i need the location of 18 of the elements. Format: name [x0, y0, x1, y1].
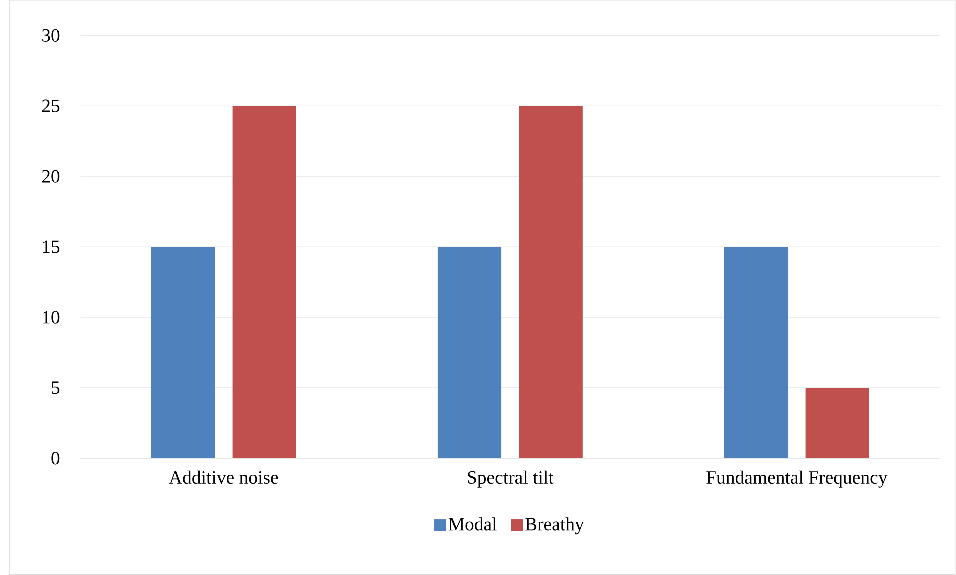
bar	[151, 246, 216, 458]
x-tick-label: Fundamental Frequency	[706, 470, 888, 488]
bar	[519, 106, 583, 458]
bar	[438, 246, 502, 458]
bar	[806, 388, 870, 458]
y-tick-label: 30	[42, 29, 60, 42]
y-tick-label: 0	[52, 452, 60, 465]
y-tick-label: 25	[42, 100, 60, 112]
y-tick-label: 20	[42, 170, 60, 183]
bar	[724, 246, 788, 458]
y-tick-label: 5	[52, 382, 60, 394]
y-tick-label: 10	[43, 311, 60, 324]
x-tick-label: Spectral tilt	[468, 470, 554, 488]
legend-label: Modal	[448, 517, 497, 531]
x-tick-label: Additive noise	[169, 470, 278, 484]
y-tick-label: 15	[43, 240, 60, 254]
bar	[232, 106, 296, 458]
legend-label: Breathy	[526, 517, 584, 534]
